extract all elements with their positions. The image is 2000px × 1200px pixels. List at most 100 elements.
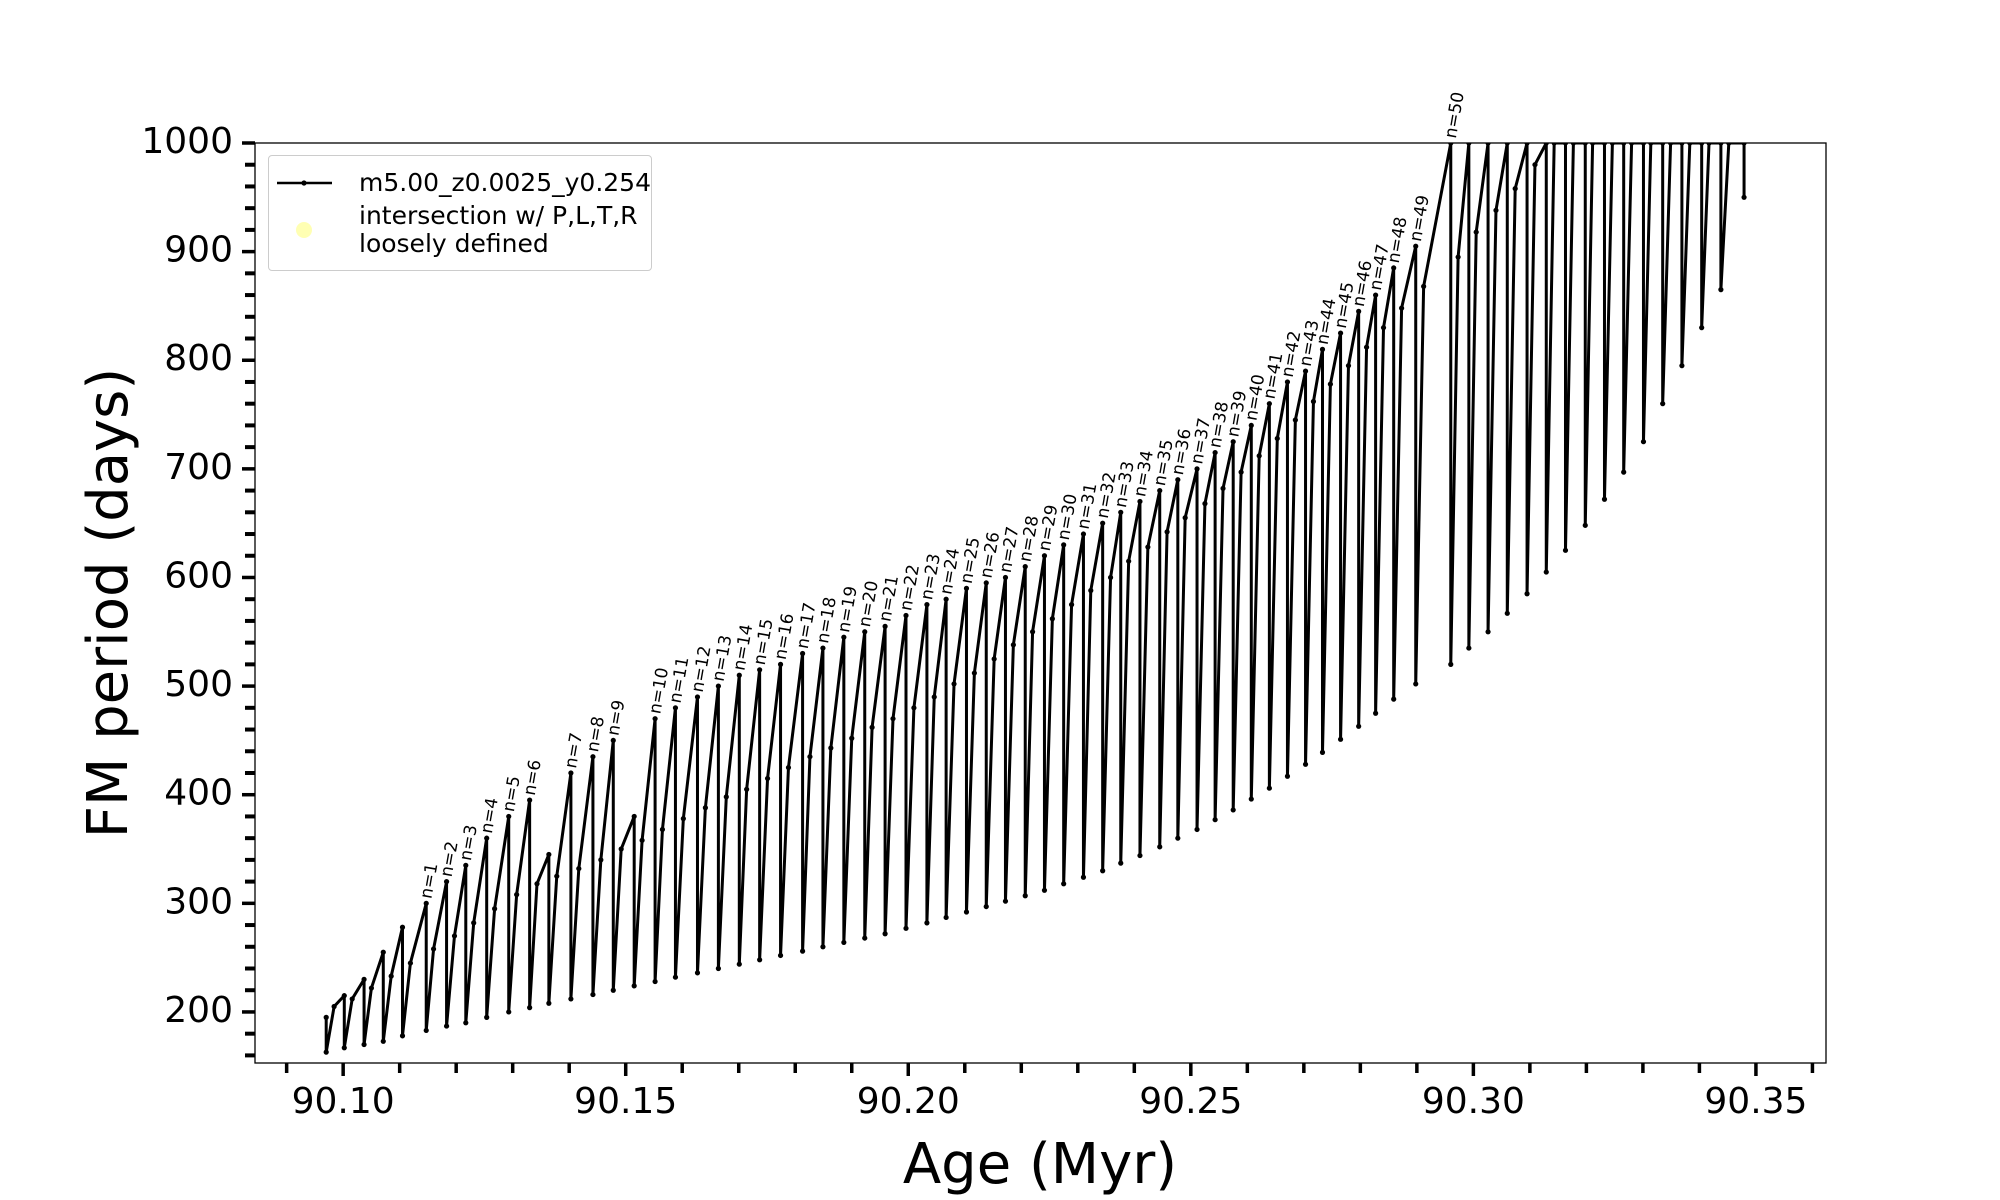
- series-point: [430, 946, 437, 952]
- x-tick-label: 90.15: [574, 1081, 677, 1122]
- series-point: [931, 694, 937, 700]
- series-point: [841, 939, 847, 946]
- series-point: [715, 965, 721, 972]
- series-point: [652, 716, 658, 722]
- series-point: [1266, 785, 1272, 791]
- series-point: [1238, 469, 1244, 475]
- series-point: [1601, 496, 1608, 502]
- annotation: n=6: [520, 758, 546, 797]
- series-point: [1562, 547, 1569, 553]
- series-point: [1485, 629, 1491, 635]
- series-point: [1292, 417, 1298, 423]
- series-point: [1002, 898, 1009, 904]
- series-point: [631, 983, 637, 989]
- series-point: [1049, 616, 1055, 622]
- series-point: [1145, 544, 1151, 550]
- series-point: [618, 846, 624, 852]
- series-point: [1524, 591, 1530, 597]
- series-point: [323, 1014, 329, 1020]
- series-point: [924, 920, 930, 926]
- series-point: [991, 656, 997, 662]
- series-point: [1660, 143, 1666, 146]
- series-point: [443, 1023, 450, 1029]
- series-point: [1175, 835, 1181, 841]
- series-point: [1284, 773, 1291, 779]
- series-point: [764, 775, 771, 782]
- series-point: [1532, 162, 1538, 168]
- series-point: [1100, 520, 1106, 526]
- legend-label: m5.00_z0.0025_y0.254: [359, 168, 651, 197]
- series-point: [1061, 881, 1067, 887]
- legend-marker: [296, 222, 312, 238]
- legend-item: intersection w/ P,L,T,R loosely defined: [269, 202, 651, 258]
- series-point: [1399, 305, 1405, 311]
- series-point: [1512, 186, 1518, 192]
- series-point: [963, 585, 970, 591]
- series-point: [1493, 207, 1499, 213]
- series-point: [680, 816, 686, 822]
- series-point: [1466, 645, 1472, 651]
- series-point: [757, 667, 763, 673]
- series-point: [820, 944, 826, 950]
- series-point: [1010, 642, 1016, 648]
- series-point: [380, 1038, 386, 1044]
- y-tick-label: 500: [164, 664, 233, 705]
- series-point: [1345, 363, 1352, 369]
- series-point: [1002, 574, 1009, 581]
- series-point: [1660, 401, 1666, 407]
- series-point: [399, 1033, 406, 1039]
- series-point: [1621, 143, 1627, 146]
- series-point: [799, 948, 806, 954]
- series-point: [890, 716, 896, 722]
- series-point: [983, 580, 989, 586]
- x-tick-label: 90.35: [1704, 1081, 1807, 1122]
- legend-marker: [301, 180, 307, 186]
- series-point: [407, 960, 414, 966]
- series-point: [672, 705, 679, 711]
- series-point: [1248, 422, 1254, 429]
- series-point: [1175, 477, 1181, 483]
- series-point: [1373, 710, 1379, 716]
- series-point: [924, 602, 930, 608]
- series-point: [694, 694, 701, 700]
- x-axis-label: Age (Myr): [903, 1132, 1177, 1197]
- legend-key: [277, 180, 332, 186]
- series-point: [757, 957, 763, 963]
- series-point: [911, 705, 917, 711]
- series-point: [1455, 254, 1461, 260]
- series-point: [882, 623, 888, 629]
- legend-key: [296, 222, 312, 238]
- series-point: [1551, 143, 1557, 146]
- series-point: [1640, 143, 1647, 146]
- y-axis-label: FM period (days): [76, 368, 141, 838]
- series-point: [610, 987, 616, 993]
- legend-item: m5.00_z0.0025_y0.254: [269, 168, 651, 198]
- series-point: [1466, 143, 1472, 146]
- series-point: [484, 1014, 490, 1020]
- series-point: [1726, 143, 1732, 146]
- series-point: [1266, 401, 1272, 407]
- series-point: [1473, 229, 1479, 235]
- series-point: [1718, 143, 1724, 146]
- series-point: [715, 683, 721, 689]
- series-point: [1391, 696, 1397, 702]
- series-point: [1041, 553, 1048, 559]
- series-point: [882, 931, 888, 937]
- series-point: [983, 903, 989, 910]
- series-point: [527, 797, 533, 803]
- legend-label: intersection w/ P,L,T,R loosely defined: [359, 201, 638, 258]
- series-point: [1356, 308, 1362, 314]
- legend: m5.00_z0.0025_y0.254 intersection w/ P,L,…: [268, 155, 652, 271]
- series-point: [1543, 143, 1549, 146]
- series-point: [1706, 143, 1712, 146]
- series-point: [1157, 844, 1163, 850]
- series-point: [631, 813, 637, 820]
- series-point: [1687, 143, 1693, 146]
- series-point: [1118, 860, 1124, 866]
- plot-frame: [254, 142, 1827, 1064]
- series-point: [943, 914, 949, 921]
- series-point: [1337, 736, 1344, 742]
- series-point: [1629, 143, 1635, 146]
- series-point: [736, 961, 742, 967]
- series-point: [1284, 379, 1291, 385]
